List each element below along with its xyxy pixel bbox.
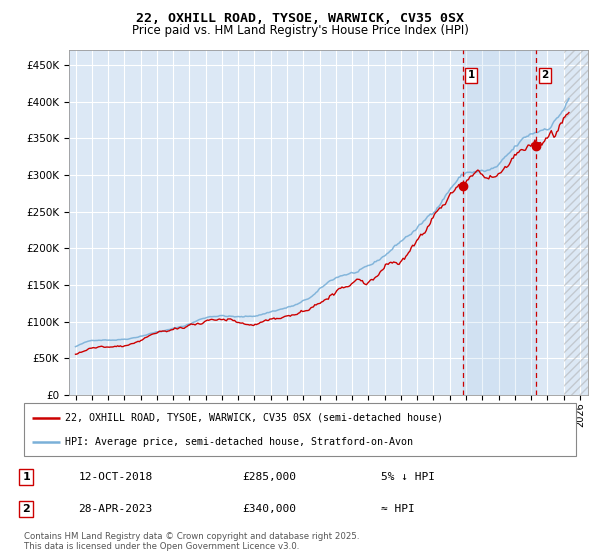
- Text: 2: 2: [541, 70, 548, 80]
- Text: HPI: Average price, semi-detached house, Stratford-on-Avon: HPI: Average price, semi-detached house,…: [65, 437, 413, 447]
- Text: 1: 1: [467, 70, 475, 80]
- Text: 28-APR-2023: 28-APR-2023: [78, 504, 152, 514]
- Bar: [463, 50, 536, 395]
- Bar: [563, 50, 600, 395]
- Text: £285,000: £285,000: [242, 472, 296, 482]
- Text: 1: 1: [23, 472, 30, 482]
- Bar: [563, 50, 600, 395]
- FancyBboxPatch shape: [24, 403, 576, 456]
- Text: Contains HM Land Registry data © Crown copyright and database right 2025.
This d: Contains HM Land Registry data © Crown c…: [24, 532, 359, 552]
- Text: 12-OCT-2018: 12-OCT-2018: [78, 472, 152, 482]
- Text: 2: 2: [23, 504, 30, 514]
- Text: £340,000: £340,000: [242, 504, 296, 514]
- Text: 5% ↓ HPI: 5% ↓ HPI: [380, 472, 434, 482]
- Text: Price paid vs. HM Land Registry's House Price Index (HPI): Price paid vs. HM Land Registry's House …: [131, 24, 469, 37]
- Text: ≈ HPI: ≈ HPI: [380, 504, 415, 514]
- Text: 22, OXHILL ROAD, TYSOE, WARWICK, CV35 0SX (semi-detached house): 22, OXHILL ROAD, TYSOE, WARWICK, CV35 0S…: [65, 413, 443, 423]
- Text: 22, OXHILL ROAD, TYSOE, WARWICK, CV35 0SX: 22, OXHILL ROAD, TYSOE, WARWICK, CV35 0S…: [136, 12, 464, 25]
